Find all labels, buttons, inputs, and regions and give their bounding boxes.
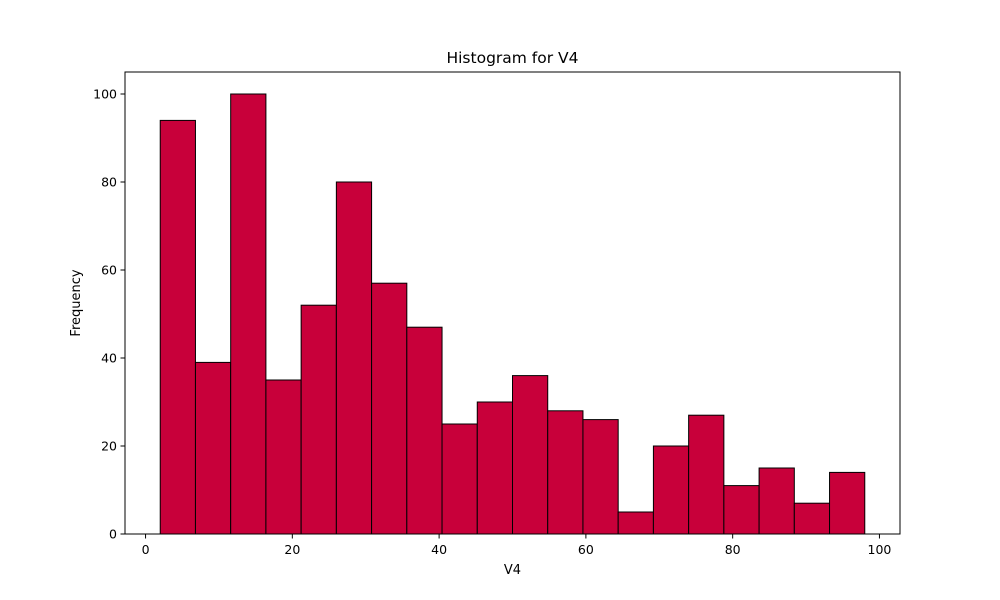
histogram-bar — [758, 467, 795, 535]
histogram-bar — [617, 511, 654, 535]
y-tick-label: 20 — [101, 439, 117, 454]
y-axis-label: Frequency — [69, 269, 84, 336]
chart-title: Histogram for V4 — [446, 49, 578, 67]
x-tick-label: 40 — [431, 542, 447, 557]
histogram-bar — [512, 375, 549, 535]
x-tick-label: 100 — [868, 542, 892, 557]
histogram-bar — [265, 379, 302, 535]
y-tick-label: 40 — [101, 351, 117, 366]
histogram-bar — [688, 414, 725, 535]
histogram-bar — [441, 423, 478, 535]
plot-frame — [124, 71, 901, 535]
histogram-bar — [723, 485, 760, 535]
y-tick-label: 80 — [101, 175, 117, 190]
x-tick-label: 0 — [142, 542, 150, 557]
x-axis-label: V4 — [504, 563, 521, 578]
histogram-bar — [371, 282, 408, 535]
histogram-bar — [335, 181, 373, 535]
histogram-bar — [582, 419, 619, 535]
histogram-bar — [159, 119, 196, 535]
x-tick-label: 20 — [284, 542, 300, 557]
y-axis: 0 20 40 60 80 100 — [93, 87, 125, 542]
x-axis: 0 20 40 60 80 100 — [142, 534, 892, 557]
histogram-bar — [476, 401, 514, 535]
y-tick-label: 60 — [101, 263, 117, 278]
histogram-bar — [230, 93, 267, 535]
y-tick-label: 0 — [109, 527, 117, 542]
x-tick-label: 80 — [725, 542, 741, 557]
histogram-bar — [406, 326, 443, 535]
histogram-bar — [793, 502, 831, 535]
y-tick-label: 100 — [93, 87, 117, 102]
histogram-bar — [300, 304, 337, 535]
histogram-bar — [547, 410, 584, 535]
histogram-bar — [194, 361, 232, 535]
x-tick-label: 60 — [578, 542, 594, 557]
bars-group — [159, 93, 866, 535]
histogram-bar — [829, 471, 866, 535]
histogram-bar — [652, 445, 690, 535]
